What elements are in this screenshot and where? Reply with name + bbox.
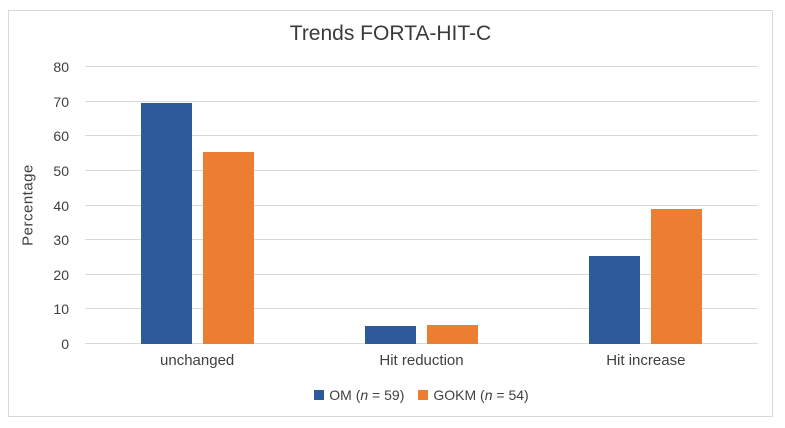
gridline-30 — [85, 239, 758, 241]
y-tick-label-70: 70 — [53, 93, 69, 110]
gridline-0 — [85, 343, 758, 344]
legend-item-gokm: GOKM (n = 54) — [418, 387, 529, 403]
y-axis-tick-labels: 0 10 20 30 40 50 60 70 80 — [9, 59, 77, 352]
gridline-80 — [85, 66, 758, 67]
x-category-label-unchanged: unchanged — [160, 352, 235, 369]
bar-om-hit-increase — [589, 256, 641, 344]
legend-item-label: GOKM (n = 54) — [433, 387, 529, 403]
y-tick-label-80: 80 — [53, 59, 69, 75]
y-tick-label-10: 10 — [53, 301, 69, 318]
y-tick-label-60: 60 — [53, 128, 69, 145]
x-axis-category-labels: unchanged Hit reduction Hit increase — [85, 352, 758, 369]
y-tick-label-40: 40 — [53, 197, 69, 214]
legend-item-om: OM (n = 59) — [314, 387, 404, 403]
gridline-50 — [85, 169, 758, 171]
gridline-20 — [85, 273, 758, 275]
legend-swatch-icon — [314, 390, 325, 400]
y-tick-label-0: 0 — [61, 336, 69, 352]
bar-gokm-hit-increase — [651, 209, 703, 344]
bar-gokm-unchanged — [202, 151, 254, 344]
y-tick-label-30: 30 — [53, 232, 69, 249]
plot-area — [85, 66, 758, 344]
bar-om-unchanged — [140, 103, 192, 344]
legend: OM (n = 59) GOKM (n = 54) — [85, 387, 758, 403]
bar-gokm-hit-reduction — [426, 324, 478, 344]
y-tick-label-50: 50 — [53, 162, 69, 179]
y-tick-label-20: 20 — [53, 266, 69, 283]
gridline-70 — [85, 100, 758, 102]
bar-om-hit-reduction — [364, 326, 416, 344]
gridline-10 — [85, 308, 758, 310]
bar-groups — [85, 67, 758, 344]
legend-item-label: OM (n = 59) — [329, 387, 405, 403]
chart-title: Trends FORTA-HIT-C — [289, 22, 492, 45]
bar-group-unchanged — [85, 67, 309, 344]
bar-group-hit-increase — [534, 67, 758, 344]
x-category-label-hit-reduction: Hit reduction — [379, 352, 464, 369]
gridline-60 — [85, 135, 758, 137]
gridline-40 — [85, 204, 758, 206]
chart-frame: Trends FORTA-HIT-C Percentage 0 10 20 30 40 5… — [8, 10, 773, 417]
legend-swatch-icon — [418, 390, 429, 400]
x-category-label-hit-increase: Hit increase — [606, 352, 686, 369]
bar-group-hit-reduction — [309, 67, 533, 344]
